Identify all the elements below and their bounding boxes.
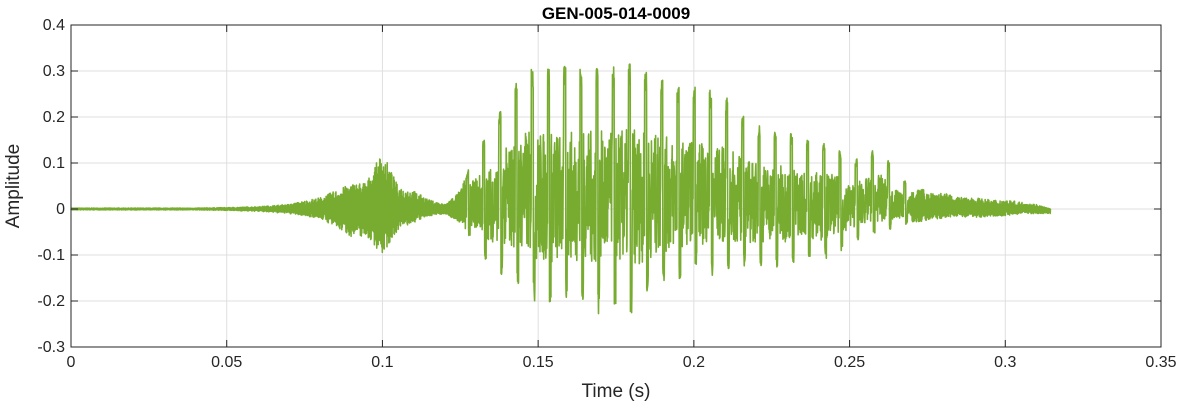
y-axis: -0.3 -0.2 -0.1 0 0.1 0.2 0.3 0.4 [37,17,1161,356]
chart-title: GEN-005-014-0009 [542,4,690,23]
y-axis-label: Amplitude [3,144,24,229]
x-tick-label: 0.3 [994,354,1016,371]
y-tick-label: 0 [56,201,65,218]
y-tick-label: 0.1 [43,155,65,172]
x-axis-label: Time (s) [582,381,651,402]
x-tick-label: 0 [67,354,76,371]
y-tick-label: 0.2 [43,109,65,126]
y-tick-label: -0.1 [37,247,65,264]
x-tick-label: 0.2 [683,354,705,371]
x-axis: 0 0.05 0.1 0.15 0.2 0.25 0.3 0.35 [67,25,1177,371]
x-tick-label: 0.25 [834,354,865,371]
y-tick-label: -0.3 [37,339,65,356]
y-tick-label: -0.2 [37,293,65,310]
x-tick-label: 0.05 [211,354,242,371]
x-tick-label: 0.15 [523,354,554,371]
waveform-line [70,63,1052,315]
plot-frame [70,24,1162,348]
x-tick-label: 0.35 [1145,354,1176,371]
x-tick-label: 0.1 [371,354,393,371]
y-tick-label: 0.3 [43,63,65,80]
waveform-series [70,63,1052,315]
y-tick-label: 0.4 [43,17,65,34]
